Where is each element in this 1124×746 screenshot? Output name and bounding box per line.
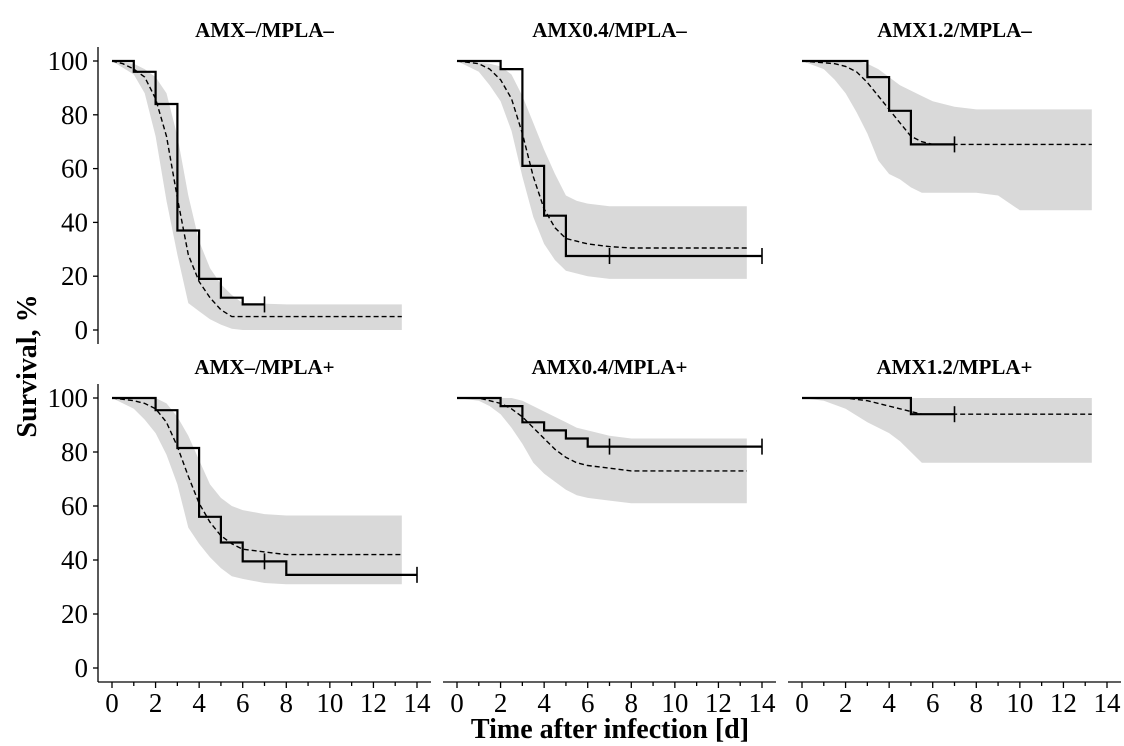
x-tick-label: 10 bbox=[316, 688, 343, 718]
model-curve bbox=[801, 60, 1092, 146]
x-tick-label: 4 bbox=[537, 688, 551, 718]
model-curve bbox=[111, 397, 402, 556]
observed-curve bbox=[112, 59, 265, 306]
x-tick-label: 6 bbox=[236, 688, 250, 718]
y-tick-label: 20 bbox=[61, 261, 88, 291]
observed-curve bbox=[802, 396, 955, 416]
model-curve bbox=[457, 397, 747, 472]
y-axis-row-1: 0 20 40 60 80 100 bbox=[48, 46, 99, 345]
x-axis-col-3: 0 2 4 6 8 10 12 14 bbox=[788, 681, 1122, 718]
y-tick-label: 60 bbox=[61, 154, 88, 184]
model-curve bbox=[456, 60, 747, 249]
x-tick-label: 12 bbox=[705, 688, 732, 718]
panel-title: AMX1.2/MPLA– bbox=[877, 18, 1032, 42]
x-tick-label: 2 bbox=[839, 688, 853, 718]
x-tick-label: 14 bbox=[404, 688, 432, 718]
panel-5: AMX0.4/MPLA+ bbox=[457, 355, 763, 504]
observed-curve bbox=[457, 396, 762, 448]
panel-2: AMX0.4/MPLA– bbox=[456, 18, 763, 279]
panel-title: AMX1.2/MPLA+ bbox=[876, 355, 1032, 379]
y-tick-label: 40 bbox=[61, 207, 88, 237]
y-tick-label: 0 bbox=[75, 653, 89, 683]
x-tick-label: 12 bbox=[360, 688, 387, 718]
model-curve bbox=[111, 60, 402, 318]
y-tick-label: 20 bbox=[61, 599, 88, 629]
x-tick-label: 2 bbox=[149, 688, 163, 718]
observed-curve bbox=[457, 59, 762, 258]
x-axis-title: Time after infection [d] bbox=[471, 714, 749, 745]
x-tick-label: 10 bbox=[1006, 688, 1033, 718]
x-tick-label: 4 bbox=[882, 688, 896, 718]
confidence-band bbox=[457, 61, 747, 279]
y-tick-label: 0 bbox=[75, 315, 89, 345]
observed-curve bbox=[112, 396, 417, 577]
x-tick-label: 8 bbox=[970, 688, 984, 718]
x-tick-label: 14 bbox=[1094, 688, 1122, 718]
panel-1: AMX–/MPLA– bbox=[111, 18, 402, 330]
y-tick-label: 80 bbox=[61, 437, 88, 467]
x-tick-label: 14 bbox=[749, 688, 777, 718]
x-tick-label: 12 bbox=[1050, 688, 1077, 718]
panels-group: AMX–/MPLA– AMX0.4/MPLA– AMX1.2/MPLA– AMX–/M… bbox=[111, 18, 1092, 585]
x-axis-col-1: 0 2 4 6 8 10 12 14 bbox=[98, 681, 432, 718]
model-curve bbox=[802, 397, 1092, 415]
y-axis-row-2: 0 20 40 60 80 100 bbox=[48, 383, 99, 683]
x-axis-col-2: 0 2 4 6 8 10 12 14 bbox=[443, 681, 777, 718]
panel-4: AMX–/MPLA+ bbox=[111, 355, 418, 585]
y-tick-label: 100 bbox=[48, 46, 89, 76]
panel-title: AMX–/MPLA+ bbox=[194, 355, 334, 379]
x-tick-label: 6 bbox=[581, 688, 595, 718]
y-tick-label: 80 bbox=[61, 100, 88, 130]
x-tick-label: 2 bbox=[494, 688, 508, 718]
x-tick-label: 4 bbox=[192, 688, 206, 718]
confidence-band bbox=[457, 398, 747, 504]
confidence-band bbox=[802, 61, 1092, 211]
observed-curve bbox=[802, 59, 955, 146]
x-tick-label: 6 bbox=[926, 688, 940, 718]
panel-title: AMX–/MPLA– bbox=[195, 18, 334, 42]
y-tick-label: 100 bbox=[48, 383, 89, 413]
x-tick-label: 8 bbox=[280, 688, 294, 718]
x-tick-label: 8 bbox=[625, 688, 639, 718]
panel-3: AMX1.2/MPLA– bbox=[801, 18, 1092, 211]
x-tick-label: 0 bbox=[795, 688, 809, 718]
confidence-band bbox=[112, 61, 402, 330]
panel-6: AMX1.2/MPLA+ bbox=[802, 355, 1092, 463]
y-tick-label: 60 bbox=[61, 491, 88, 521]
x-tick-label: 0 bbox=[450, 688, 464, 718]
panel-title: AMX0.4/MPLA+ bbox=[531, 355, 687, 379]
y-axis-title: Survival, % bbox=[12, 294, 43, 437]
x-tick-label: 10 bbox=[661, 688, 688, 718]
confidence-band bbox=[802, 398, 1092, 463]
x-tick-label: 0 bbox=[105, 688, 119, 718]
y-tick-label: 40 bbox=[61, 545, 88, 575]
panel-title: AMX0.4/MPLA– bbox=[532, 18, 687, 42]
confidence-band bbox=[112, 398, 402, 585]
